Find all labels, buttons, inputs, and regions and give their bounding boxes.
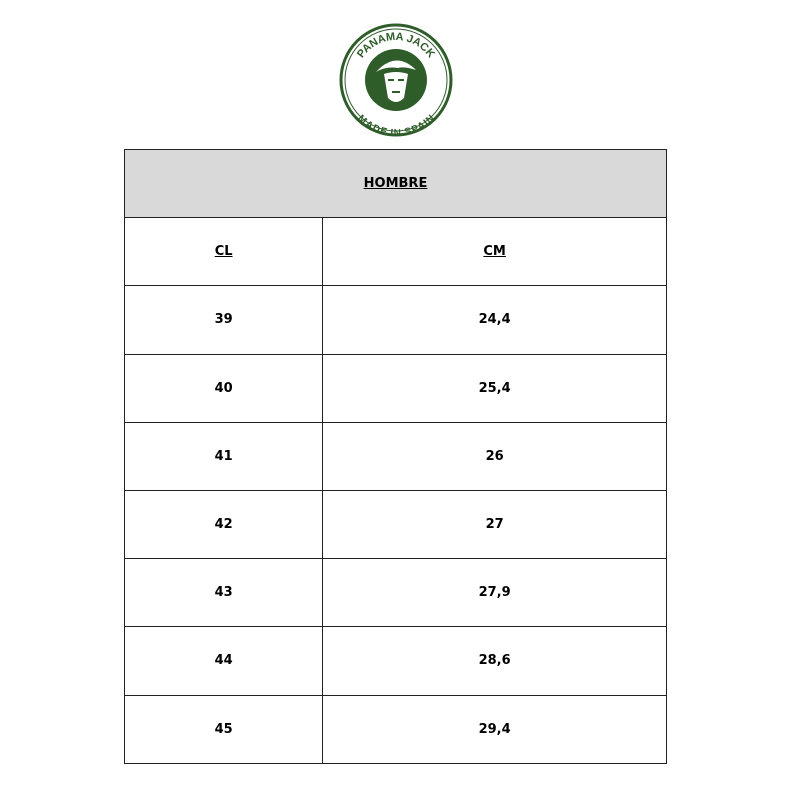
cell-cm: 28,6	[322, 626, 667, 696]
svg-text:MADE IN SPAIN: MADE IN SPAIN	[355, 113, 437, 138]
column-header-cm: CM	[483, 244, 506, 260]
cell-cl: 44	[123, 626, 324, 696]
column-header-cl: CL	[214, 244, 233, 260]
cell-cm: 26	[322, 421, 667, 491]
cell-cm: 27	[322, 489, 667, 560]
table-row: 41 26	[123, 421, 667, 491]
cell-cm: 29,4	[322, 694, 667, 764]
cell-cm: 24,4	[322, 285, 667, 355]
panama-jack-logo: PANAMA JACK MADE IN SPAIN	[339, 23, 453, 138]
table-row: 42 27	[123, 489, 667, 560]
cell-cl: 39	[123, 285, 324, 355]
table-row: 39 24,4	[123, 285, 667, 355]
table-row: 45 29,4	[123, 694, 667, 764]
cell-cl: 41	[123, 421, 324, 491]
table-row: 44 28,6	[123, 626, 667, 696]
table-row: 40 25,4	[123, 353, 667, 423]
cell-cm: 25,4	[322, 353, 667, 423]
table-row: 43 27,9	[123, 558, 667, 628]
cell-cl: 42	[123, 489, 324, 560]
cell-cl: 40	[123, 353, 324, 423]
cell-cl: 43	[123, 558, 324, 628]
size-table: HOMBRE CL CM 39 24,4 40 25,4 41 26 42 27 43 27,9 4…	[123, 148, 667, 764]
table-title: HOMBRE	[363, 176, 428, 192]
cell-cm: 27,9	[322, 558, 667, 628]
table-header-row: CL CM	[123, 217, 667, 287]
cell-cl: 45	[123, 694, 324, 764]
table-title-row: HOMBRE	[124, 148, 667, 219]
